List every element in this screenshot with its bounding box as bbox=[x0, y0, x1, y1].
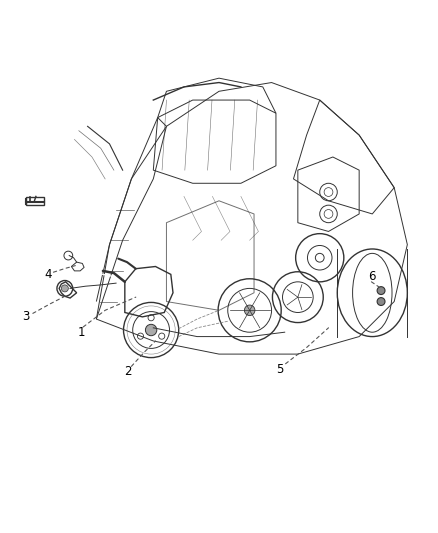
Text: 2: 2 bbox=[124, 365, 132, 378]
Text: 1: 1 bbox=[77, 326, 85, 338]
Text: 3: 3 bbox=[23, 310, 30, 324]
Circle shape bbox=[145, 324, 157, 336]
Circle shape bbox=[377, 297, 385, 305]
Circle shape bbox=[244, 305, 255, 316]
Text: 6: 6 bbox=[367, 270, 375, 282]
Circle shape bbox=[61, 285, 68, 292]
Text: 4: 4 bbox=[44, 268, 52, 281]
Text: 5: 5 bbox=[276, 363, 283, 376]
Circle shape bbox=[377, 287, 385, 295]
